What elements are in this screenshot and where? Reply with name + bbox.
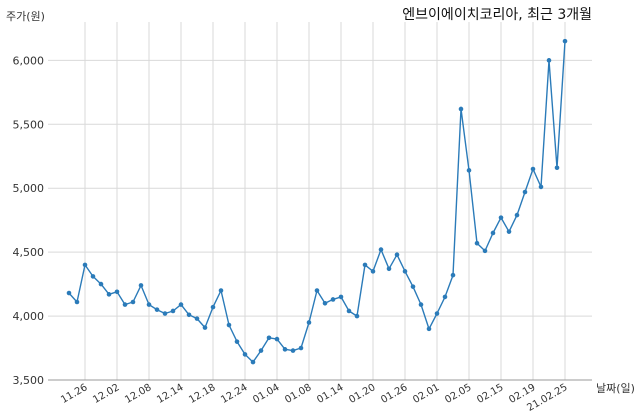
y-axis-label: 주가(원) — [6, 10, 45, 23]
data-point — [498, 215, 504, 220]
data-point — [482, 248, 488, 254]
data-point — [490, 230, 496, 236]
data-point — [346, 308, 352, 314]
data-point — [298, 345, 304, 351]
data-point — [82, 262, 88, 268]
data-point — [506, 229, 512, 234]
data-point — [234, 339, 240, 344]
x-tick-label: 12.18 — [187, 382, 217, 406]
data-point — [218, 288, 224, 293]
data-point — [90, 274, 96, 279]
data-point — [330, 297, 336, 302]
data-point — [154, 307, 160, 312]
y-tick-label: 4,500 — [13, 246, 45, 259]
data-point — [290, 348, 296, 353]
data-point — [554, 165, 560, 171]
x-tick-label: 01.04 — [251, 382, 281, 406]
data-point — [546, 58, 552, 63]
data-point — [106, 292, 112, 297]
chart-title: 엔브이에이치코리아, 최근 3개월 — [402, 7, 592, 23]
data-point — [338, 294, 344, 300]
data-point — [386, 266, 392, 272]
data-point — [98, 281, 104, 287]
data-point — [170, 308, 176, 314]
x-axis-label: 날짜(일) — [596, 382, 635, 395]
series-line — [68, 41, 566, 363]
data-point — [458, 106, 464, 112]
x-tick-label: 12.02 — [91, 382, 121, 406]
data-point — [394, 252, 400, 257]
data-point — [442, 294, 448, 300]
data-point — [146, 302, 152, 307]
data-point — [322, 300, 328, 306]
y-tick-label: 6,000 — [13, 54, 45, 67]
data-point — [450, 272, 456, 278]
data-point — [186, 312, 192, 318]
x-tick-label: 11.26 — [59, 382, 89, 406]
x-tick-label: 02.15 — [475, 382, 505, 406]
y-tick-label: 4,000 — [13, 310, 45, 323]
data-point — [66, 290, 72, 296]
data-point — [354, 313, 360, 319]
data-point — [282, 347, 288, 352]
data-point — [434, 311, 440, 316]
data-point — [162, 311, 168, 316]
data-point — [314, 288, 320, 293]
data-point — [258, 348, 264, 353]
x-tick-label: 12.14 — [155, 382, 185, 406]
data-point — [266, 335, 272, 341]
data-point — [242, 352, 248, 357]
data-point — [138, 283, 144, 288]
data-point — [362, 262, 368, 268]
data-point — [466, 168, 472, 173]
data-point — [514, 212, 520, 218]
x-tick-label: 12.24 — [219, 382, 249, 406]
data-point — [410, 284, 416, 289]
data-point — [226, 322, 232, 328]
y-tick-label: 3,500 — [13, 374, 45, 387]
data-point — [210, 304, 216, 310]
data-point — [474, 240, 480, 246]
data-point — [74, 299, 80, 305]
data-point — [538, 184, 544, 190]
data-point — [378, 247, 384, 252]
y-tick-label: 5,000 — [13, 182, 45, 195]
x-tick-label: 01.08 — [283, 382, 313, 406]
data-point — [418, 302, 424, 307]
x-tick-label: 01.20 — [347, 382, 377, 406]
data-point — [370, 269, 376, 274]
data-point — [178, 302, 184, 307]
data-point — [402, 269, 408, 274]
data-point — [250, 359, 256, 365]
data-point — [274, 336, 280, 342]
x-tick-label: 12.08 — [123, 382, 153, 406]
data-point — [202, 325, 208, 330]
data-point — [562, 38, 568, 44]
data-point — [426, 326, 432, 332]
data-point — [522, 189, 528, 195]
x-tick-label: 01.14 — [315, 382, 345, 406]
data-point — [114, 289, 120, 295]
x-tick-label: 01.26 — [379, 382, 409, 406]
data-point — [122, 302, 128, 307]
data-point — [130, 299, 136, 305]
x-tick-label: 02.05 — [443, 382, 473, 406]
data-point — [530, 166, 536, 172]
x-tick-label: 02.01 — [411, 382, 441, 406]
data-point — [194, 316, 200, 321]
y-tick-label: 5,500 — [13, 118, 45, 131]
data-point — [306, 320, 312, 325]
